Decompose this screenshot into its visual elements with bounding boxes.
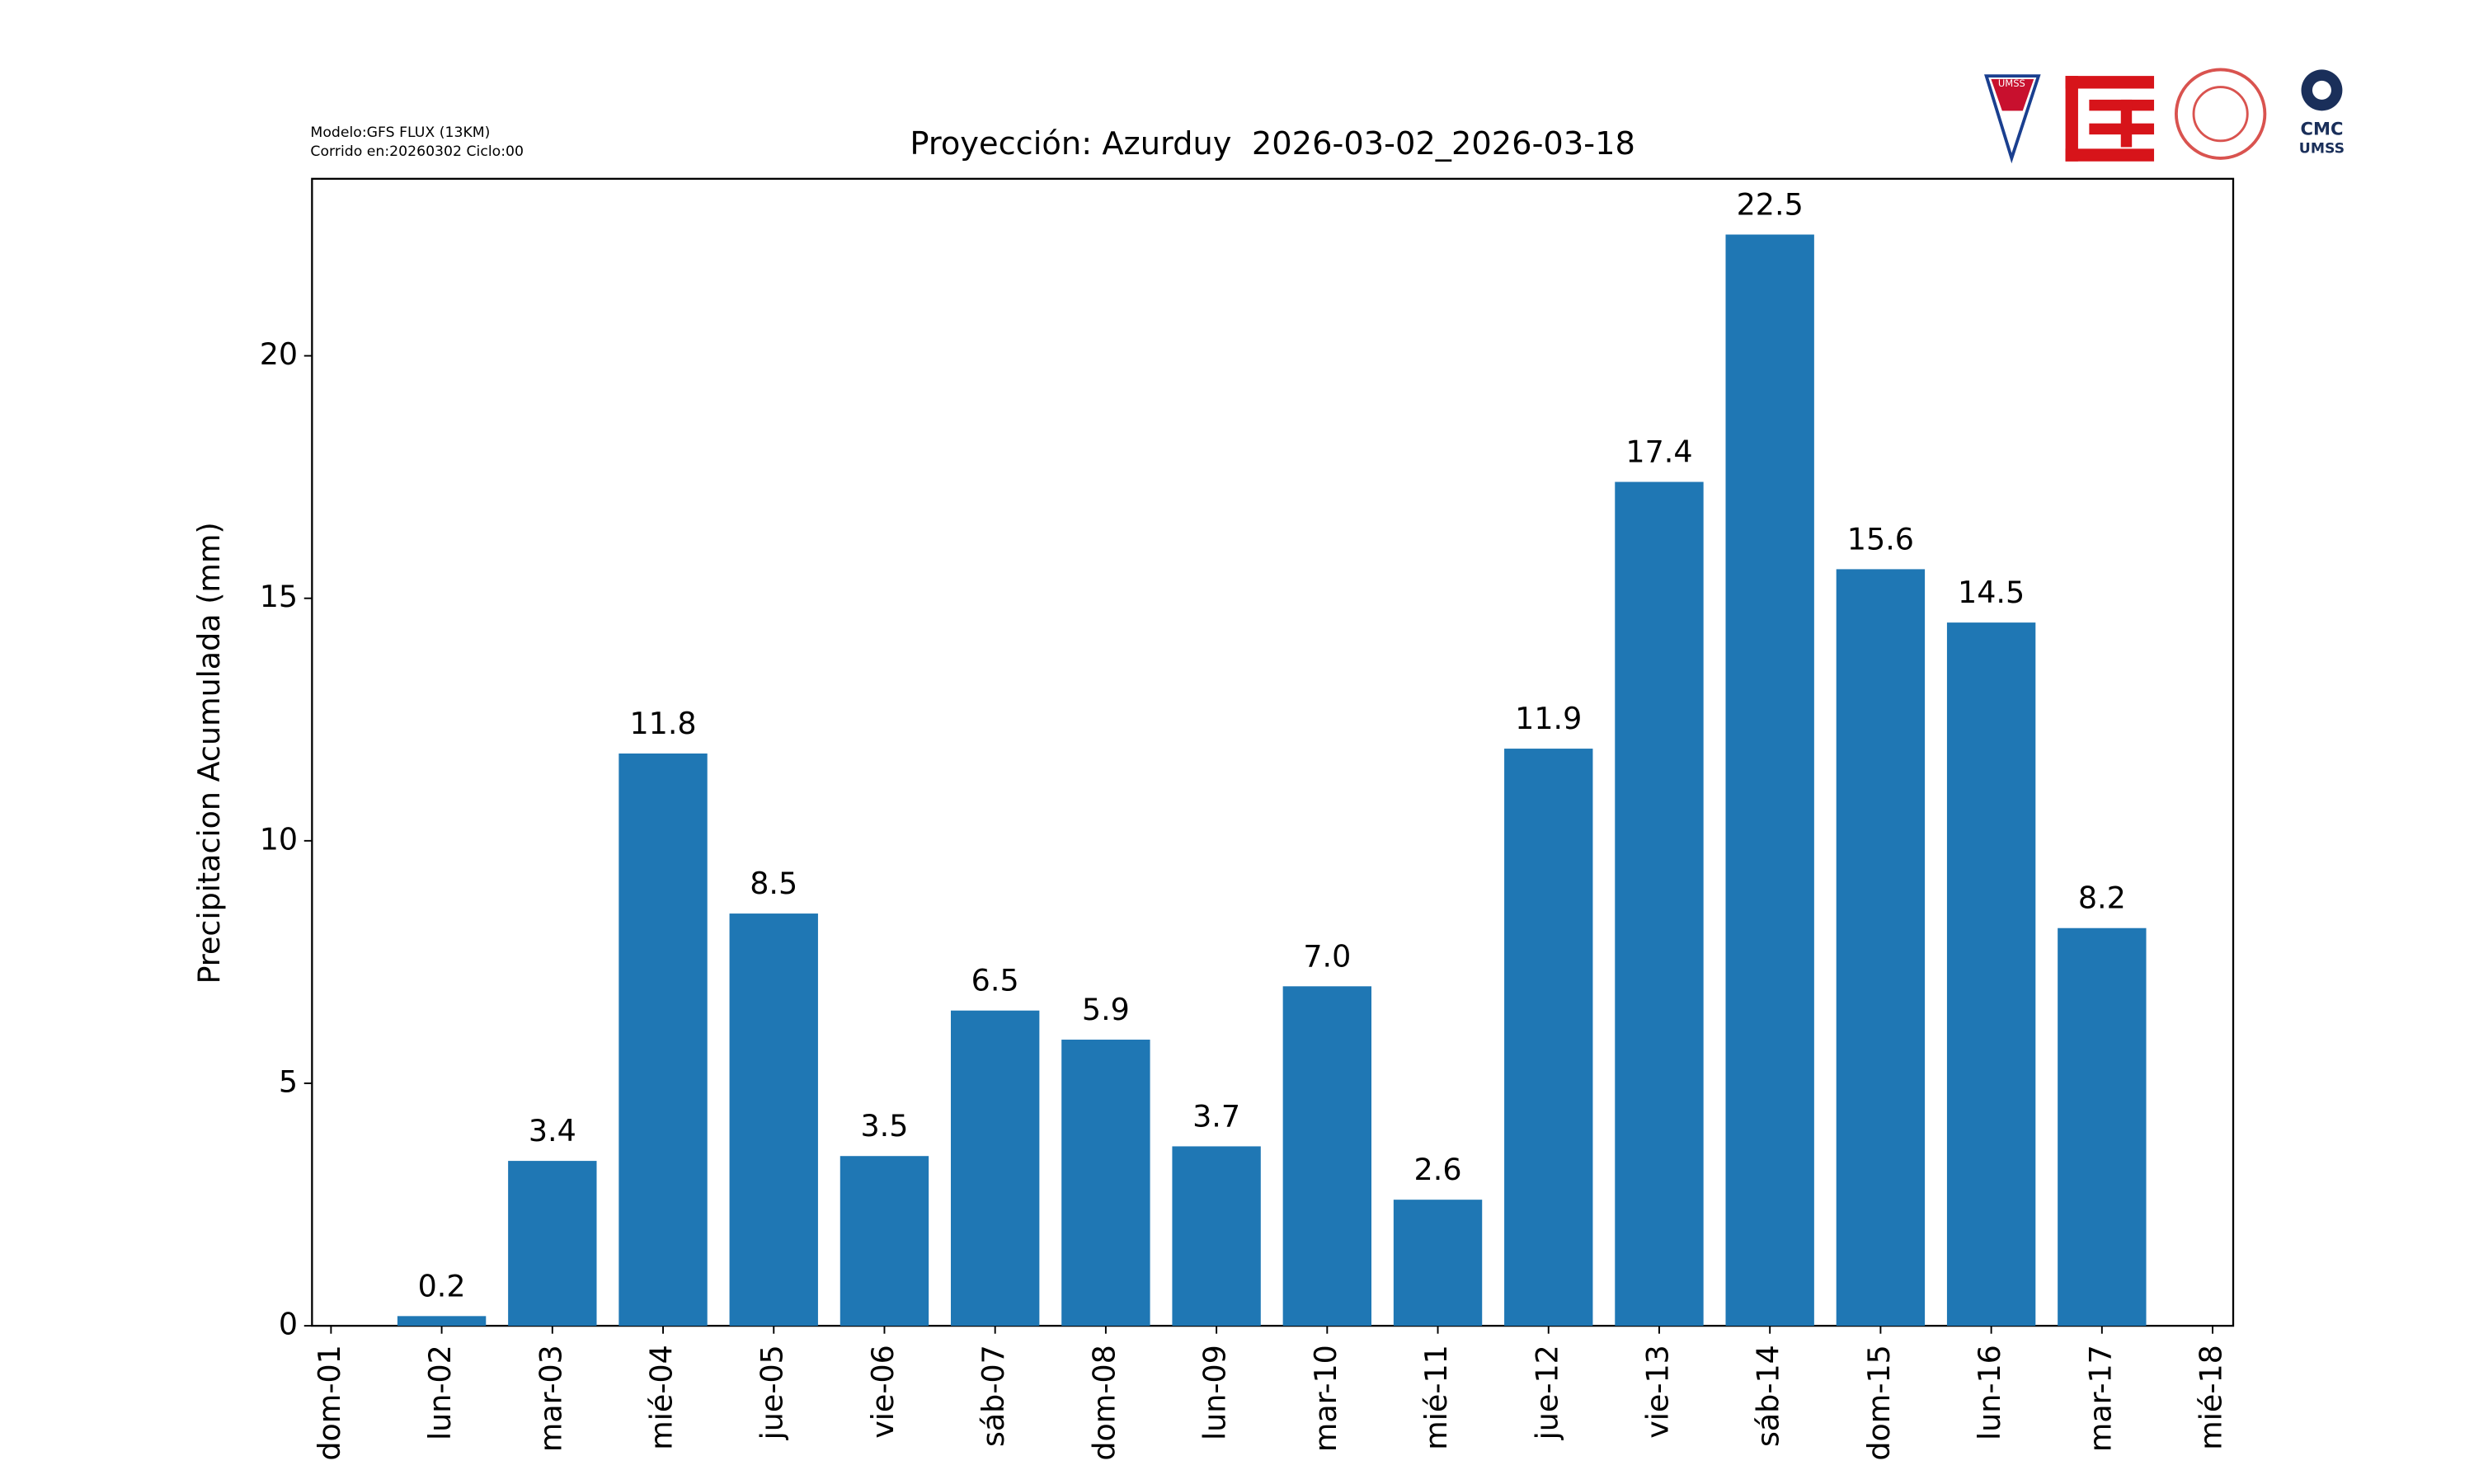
logo-circle: [2174, 68, 2267, 160]
bar: [1504, 749, 1593, 1327]
bar: [1061, 1040, 1150, 1327]
x-tick-label: lun-02: [422, 1345, 458, 1440]
bar: [618, 753, 708, 1327]
logo-circle-inner: [2192, 86, 2249, 143]
logos: UMSS CMC UMSS: [1984, 68, 2345, 164]
x-tick-label: sáb-14: [1751, 1345, 1786, 1447]
x-tick-label: dom-01: [312, 1345, 347, 1461]
y-tick-label: 5: [279, 1064, 298, 1099]
bar: [1725, 234, 1814, 1327]
data-label: 7.0: [1303, 938, 1351, 974]
bar: [1836, 569, 1926, 1327]
data-label: 3.5: [860, 1108, 908, 1144]
bar: [1946, 622, 2036, 1327]
y-tick-label: 15: [260, 579, 298, 614]
x-tick-label: mié-04: [644, 1345, 680, 1450]
y-axis-label: Precipitacion Acumulada (mm): [191, 522, 227, 984]
data-label: 5.9: [1082, 992, 1130, 1027]
run-note: Corrido en:20260302 Ciclo:00: [310, 143, 524, 160]
x-tick-label: sáb-07: [976, 1345, 1011, 1447]
logo-cmc-sub: UMSS: [2299, 140, 2345, 157]
data-label: 3.7: [1192, 1098, 1240, 1134]
bar: [2058, 928, 2147, 1327]
logo-cmc-text: CMC: [2300, 118, 2343, 139]
logo-shield-red: [1991, 78, 2034, 111]
data-label: 0.2: [418, 1268, 466, 1303]
data-label: 14.5: [1958, 575, 2025, 610]
bar: [729, 913, 818, 1327]
x-tick-label: mar-17: [2082, 1345, 2118, 1452]
data-label: 11.9: [1515, 701, 1582, 736]
bar: [508, 1161, 597, 1327]
bar: [1172, 1146, 1261, 1327]
bar: [840, 1156, 929, 1327]
data-label: 22.5: [1737, 186, 1804, 222]
x-tick-label: vie-06: [865, 1345, 901, 1439]
x-tick-label: mié-11: [1418, 1345, 1454, 1450]
x-tick-label: jue-12: [1529, 1345, 1564, 1440]
x-tick-label: mar-10: [1308, 1345, 1343, 1452]
bar: [397, 1316, 487, 1327]
logo-red: [2065, 76, 2155, 162]
x-tick-label: dom-15: [1861, 1345, 1897, 1461]
x-tick-label: dom-08: [1086, 1345, 1122, 1461]
data-label: 11.8: [629, 706, 696, 741]
chart-title: Proyección: Azurduy 2026-03-02_2026-03-1…: [910, 125, 1634, 162]
logo-shield-text: UMSS: [1998, 77, 2025, 89]
y-tick-label: 0: [279, 1307, 298, 1342]
plot-frame: [311, 177, 2235, 1327]
data-label: 2.6: [1414, 1152, 1462, 1187]
x-tick-label: vie-13: [1639, 1345, 1675, 1439]
bar: [1393, 1200, 1483, 1327]
y-tick-label: 20: [260, 336, 298, 372]
data-label: 8.2: [2078, 881, 2126, 916]
data-label: 3.4: [529, 1113, 576, 1148]
bar: [1615, 481, 1704, 1327]
y-tick-label: 10: [260, 821, 298, 857]
data-label: 17.4: [1625, 434, 1692, 469]
data-label: 15.6: [1847, 521, 1914, 556]
x-tick-label: lun-16: [1972, 1345, 2007, 1440]
data-label: 8.5: [750, 866, 797, 901]
x-tick-label: mar-03: [533, 1345, 568, 1452]
x-tick-label: jue-05: [755, 1345, 790, 1440]
bar: [950, 1010, 1040, 1327]
model-note: Modelo:GFS FLUX (13KM): [310, 124, 490, 141]
data-label: 6.5: [971, 963, 1019, 998]
x-tick-label: lun-09: [1197, 1345, 1233, 1440]
logo-cmc-icon-inner: [2312, 80, 2331, 100]
x-tick-label: mié-18: [2194, 1345, 2229, 1450]
bar: [1282, 986, 1372, 1327]
